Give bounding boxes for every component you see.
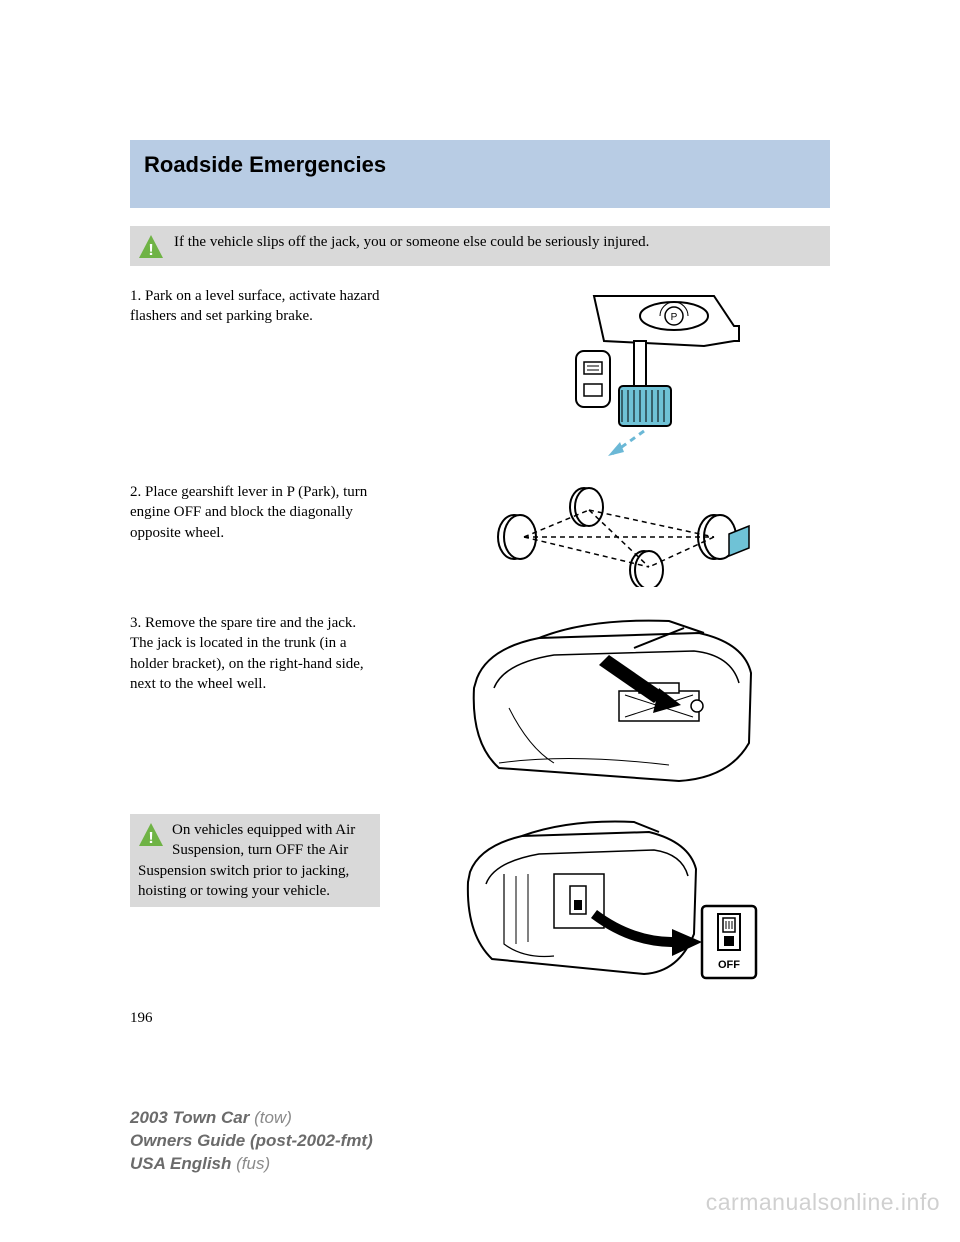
step-3: 3. Remove the spare tire and the jack. T…	[130, 613, 830, 788]
footer-lang-code: (fus)	[236, 1154, 270, 1173]
warning-air-suspension-text: On vehicles equipped with Air Suspension…	[138, 822, 355, 899]
step-1-figure: P	[398, 286, 830, 456]
warning-icon: !	[138, 234, 164, 260]
air-suspension-figure: OFF	[398, 814, 830, 984]
warning-air-suspension-row: ! On vehicles equipped with Air Suspensi…	[130, 814, 830, 984]
warning-icon: !	[138, 822, 164, 848]
warning-air-suspension: ! On vehicles equipped with Air Suspensi…	[130, 814, 380, 907]
watermark: carmanualsonline.info	[706, 1189, 940, 1216]
footer: 2003 Town Car (tow) Owners Guide (post-2…	[130, 1107, 373, 1176]
warning-jack-slip: ! If the vehicle slips off the jack, you…	[130, 226, 830, 266]
step-2-figure	[398, 482, 830, 587]
page-number: 196	[130, 1010, 830, 1027]
svg-text:!: !	[148, 242, 153, 259]
svg-text:!: !	[148, 830, 153, 847]
footer-model-code: (tow)	[254, 1108, 292, 1127]
step-2-text: 2. Place gearshift lever in P (Park), tu…	[130, 482, 380, 543]
step-2: 2. Place gearshift lever in P (Park), tu…	[130, 482, 830, 587]
section-title: Roadside Emergencies	[144, 152, 816, 178]
footer-lang: USA English	[130, 1154, 231, 1173]
step-3-text: 3. Remove the spare tire and the jack. T…	[130, 613, 380, 694]
warning-text: If the vehicle slips off the jack, you o…	[174, 232, 649, 252]
footer-model: 2003 Town Car	[130, 1108, 249, 1127]
off-label: OFF	[718, 959, 740, 971]
section-header: Roadside Emergencies	[130, 140, 830, 208]
step-3-figure	[398, 613, 830, 788]
footer-guide: Owners Guide (post-2002-fmt)	[130, 1131, 373, 1150]
svg-text:P: P	[671, 312, 678, 323]
step-1-text: 1. Park on a level surface, activate haz…	[130, 286, 380, 327]
step-1: 1. Park on a level surface, activate haz…	[130, 286, 830, 456]
